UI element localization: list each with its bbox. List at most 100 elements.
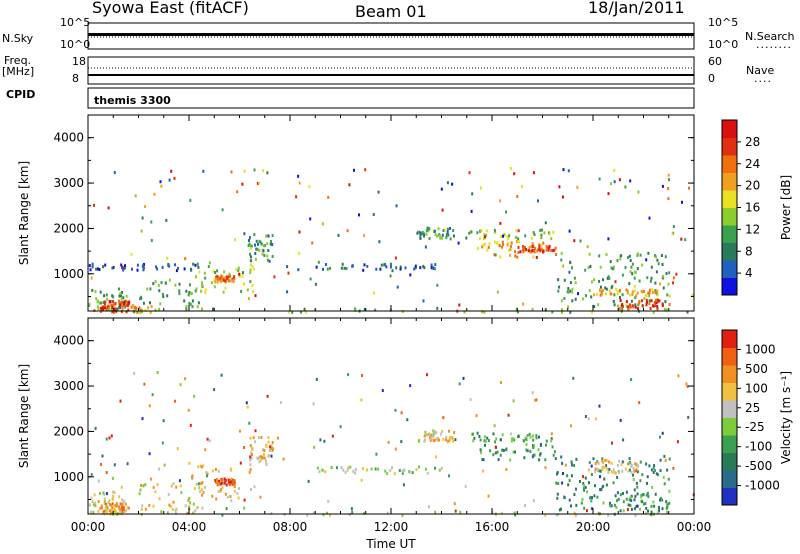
data-cell (247, 297, 250, 301)
data-cell (646, 481, 648, 485)
data-cell (584, 268, 587, 272)
data-cell (434, 233, 437, 236)
data-cell (228, 272, 231, 276)
data-cell (563, 496, 566, 500)
data-cell (488, 242, 491, 246)
data-cell (143, 382, 146, 386)
data-cell (634, 513, 637, 517)
data-cell (271, 441, 274, 444)
data-cell (374, 308, 377, 312)
data-cell (422, 264, 425, 268)
data-cell (651, 288, 654, 292)
data-cell (616, 475, 619, 479)
data-cell (168, 278, 171, 282)
data-cell (482, 243, 485, 247)
data-cell (363, 263, 366, 267)
data-cell (593, 278, 596, 282)
data-cell (149, 310, 152, 314)
nsky-tick-top: 10^5 (60, 16, 91, 29)
data-cell (517, 240, 520, 243)
data-cell (439, 236, 442, 240)
data-cell (254, 440, 257, 444)
data-cell (225, 507, 228, 511)
data-cell (598, 469, 601, 473)
data-cell (135, 306, 138, 310)
data-cell (427, 432, 430, 436)
data-cell (347, 466, 350, 470)
data-cell (366, 468, 368, 472)
data-cell (628, 303, 631, 307)
data-cell (645, 300, 648, 304)
nsearch-tick-bottom: 10^0 (708, 38, 739, 51)
data-cell (201, 506, 204, 510)
data-cell (571, 299, 574, 303)
colorbar-tick-label: 500 (745, 362, 768, 376)
data-cell (143, 266, 145, 270)
data-cell (652, 291, 654, 294)
data-cell (204, 485, 206, 489)
data-cell (166, 511, 169, 515)
data-cell (584, 485, 587, 489)
data-cell (532, 453, 535, 457)
data-cell (500, 438, 502, 442)
data-cell (389, 274, 392, 278)
data-cell (557, 278, 560, 282)
data-cell (622, 509, 625, 513)
data-cell (201, 493, 203, 497)
data-cell (415, 468, 418, 471)
data-cell (453, 234, 455, 238)
x-tick-label: 00:00 (71, 520, 106, 534)
data-cell (539, 452, 542, 456)
data-cell (423, 266, 426, 270)
data-cell (191, 299, 194, 303)
data-cell (453, 431, 456, 434)
data-cell (555, 253, 558, 256)
nave-tick-bottom: 0 (708, 72, 715, 85)
data-cell (183, 299, 186, 303)
data-cell (574, 281, 577, 285)
data-cell (98, 301, 101, 305)
data-cell (169, 505, 172, 509)
data-cell (199, 490, 202, 494)
data-cell (668, 489, 671, 493)
data-cell (263, 244, 266, 248)
colorbar-tick-label: -100 (745, 440, 772, 454)
data-cell (509, 244, 512, 248)
data-cell (590, 310, 593, 314)
data-cell (485, 234, 488, 237)
data-cell (602, 278, 604, 282)
data-cell (201, 481, 204, 485)
data-cell (639, 507, 641, 511)
data-cell (583, 506, 586, 510)
data-cell (125, 300, 128, 304)
data-cell (321, 468, 324, 472)
data-cell (562, 168, 565, 172)
data-cell (266, 254, 269, 258)
data-cell (561, 264, 564, 268)
data-cell (483, 237, 486, 241)
data-cell (123, 499, 126, 503)
colorbar-swatch (722, 487, 737, 506)
data-cell (514, 250, 517, 254)
data-cell (336, 466, 338, 470)
data-cell (111, 506, 114, 510)
data-cell (265, 234, 267, 238)
data-cell (165, 219, 168, 222)
data-cell (531, 434, 534, 438)
data-cell (506, 243, 509, 247)
data-cell (677, 374, 680, 378)
data-cell (538, 246, 541, 250)
data-cell (550, 249, 553, 252)
data-cell (630, 507, 633, 511)
data-cell (630, 494, 633, 498)
data-cell (494, 440, 497, 444)
data-cell (667, 173, 670, 177)
data-cell (548, 232, 551, 236)
data-cell (452, 229, 455, 232)
data-cell (362, 511, 365, 515)
data-cell (249, 463, 252, 467)
data-cell (170, 484, 173, 488)
data-cell (130, 305, 133, 309)
data-cell (89, 268, 92, 272)
data-cell (630, 378, 633, 381)
